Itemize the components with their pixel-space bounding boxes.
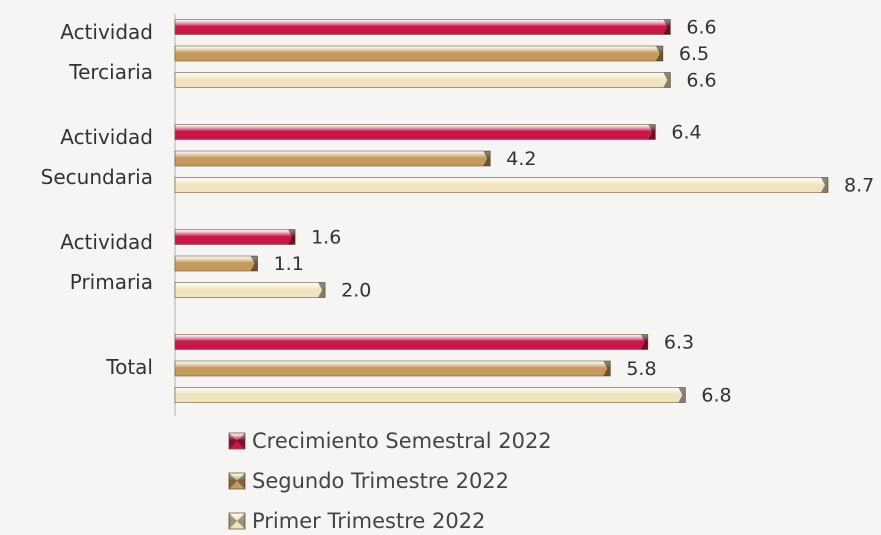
y-tick-label: Terciaria — [68, 60, 153, 84]
bar-end — [640, 334, 648, 350]
value-label: 6.3 — [664, 332, 694, 354]
bar — [174, 255, 258, 272]
legend-swatch — [228, 472, 246, 490]
bar — [174, 282, 326, 298]
legend-swatch-bevel — [229, 513, 245, 529]
y-tick-label: Actividad — [60, 125, 153, 149]
legend-swatch-bevel — [229, 473, 245, 489]
bar-end — [288, 229, 296, 245]
legend-swatch — [228, 512, 246, 530]
y-tick-label: Secundaria — [41, 165, 153, 189]
bar-end — [648, 124, 656, 140]
bar-end — [318, 282, 326, 298]
legend-label: Segundo Trimestre 2022 — [252, 469, 509, 493]
bar — [174, 177, 829, 193]
y-tick-label: Actividad — [60, 230, 153, 254]
bar — [174, 72, 671, 88]
value-label: 5.8 — [626, 358, 656, 380]
value-label: 4.2 — [506, 148, 536, 170]
bar-end — [663, 72, 671, 88]
bar-end — [678, 387, 686, 403]
bar-end — [250, 256, 258, 271]
bar — [174, 387, 686, 403]
legend-swatch-bevel — [229, 433, 245, 449]
value-label: 6.6 — [686, 17, 716, 39]
y-tick-label: Total — [105, 355, 153, 379]
legend-swatch — [228, 432, 246, 450]
y-tick-label: Primaria — [70, 270, 153, 294]
bar — [174, 150, 491, 167]
value-label: 6.6 — [686, 70, 716, 92]
bar — [174, 229, 296, 245]
bar — [174, 124, 656, 140]
bar — [174, 334, 649, 350]
value-label: 8.7 — [844, 175, 874, 197]
value-label: 6.8 — [701, 385, 731, 407]
value-label: 6.5 — [679, 43, 709, 65]
bar — [174, 360, 611, 377]
bar — [174, 19, 671, 35]
bar-end — [603, 361, 611, 376]
bar-end — [821, 177, 828, 193]
value-label: 1.1 — [274, 253, 304, 275]
y-tick-label: Actividad — [60, 20, 153, 44]
bar-end — [663, 19, 671, 35]
bar-end — [483, 151, 491, 166]
legend-label: Crecimiento Semestral 2022 — [252, 429, 552, 453]
value-label: 1.6 — [311, 227, 341, 249]
legend-label: Primer Trimestre 2022 — [252, 509, 485, 533]
bar — [174, 45, 664, 62]
value-label: 2.0 — [341, 280, 371, 302]
bar-end — [655, 46, 663, 61]
value-label: 6.4 — [671, 122, 701, 144]
